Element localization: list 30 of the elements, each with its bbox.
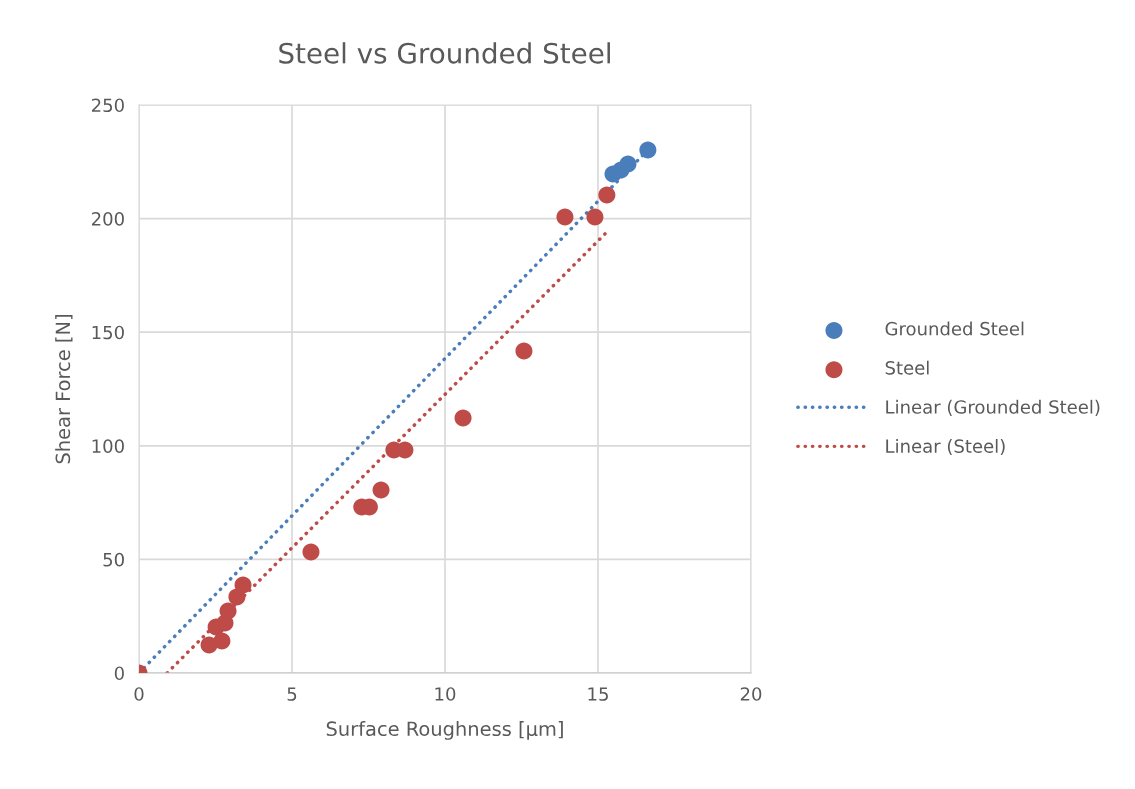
y-tick-label: 0 [114,666,124,681]
point [234,576,252,594]
point [586,208,604,226]
point [302,543,320,561]
y-axis-title: Shear Force [N] [55,315,73,464]
legend-label: Linear (Steel) [886,438,1005,456]
y-tick-label: 200 [91,212,124,226]
legend-label: Grounded Steel [885,321,1024,336]
point [598,186,616,204]
point [213,632,231,650]
legend-label: Steel [885,360,929,375]
legend-label: Linear (Grounded Steel) [886,399,1100,416]
x-tick-label: 20 [740,687,762,701]
y-tick-label: 50 [103,552,124,567]
chart-title: Steel vs Grounded Steel [279,42,610,64]
x-axis-title: Surface Roughness [µm] [326,721,563,740]
y-tick-label: 250 [91,98,124,113]
y-tick-label: 150 [92,325,124,340]
point [639,141,657,159]
point [372,481,390,499]
x-tick-label: 0 [134,687,144,701]
x-tick-label: 5 [287,687,297,701]
point [219,602,237,620]
x-tick-label: 15 [588,687,608,701]
point [556,208,574,226]
y-tick-label: 100 [92,439,124,453]
point [454,409,472,427]
x-tick-label: 10 [435,687,456,701]
point [515,342,533,360]
point [619,155,637,173]
